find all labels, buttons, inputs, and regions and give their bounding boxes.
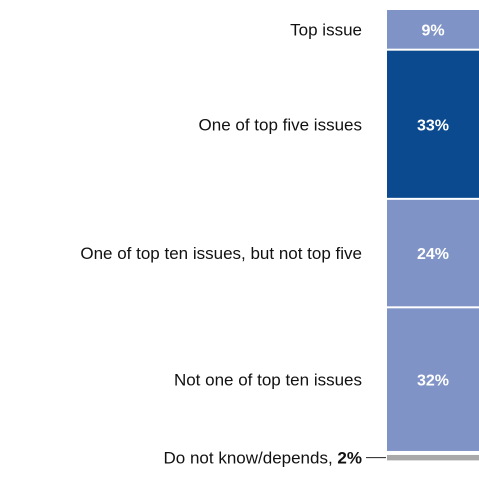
category-label-3: Not one of top ten issues [174,371,362,390]
bar-segment-4 [387,454,479,461]
category-label-4: Do not know/depends, 2% [164,449,362,468]
category-label-0: Top issue [290,20,362,39]
data-label-4: 2% [337,449,362,468]
data-label-3: 32% [417,373,449,390]
data-label-1: 33% [417,117,449,134]
data-label-0: 9% [421,22,444,39]
category-label-2: One of top ten issues, but not top five [80,244,362,263]
category-label-1: One of top five issues [199,115,362,134]
data-label-2: 24% [417,246,449,263]
bar-segment-1 [387,50,479,198]
bar-segment-0 [387,10,479,49]
bar-segment-3 [387,308,479,451]
bar-segment-2 [387,199,479,307]
